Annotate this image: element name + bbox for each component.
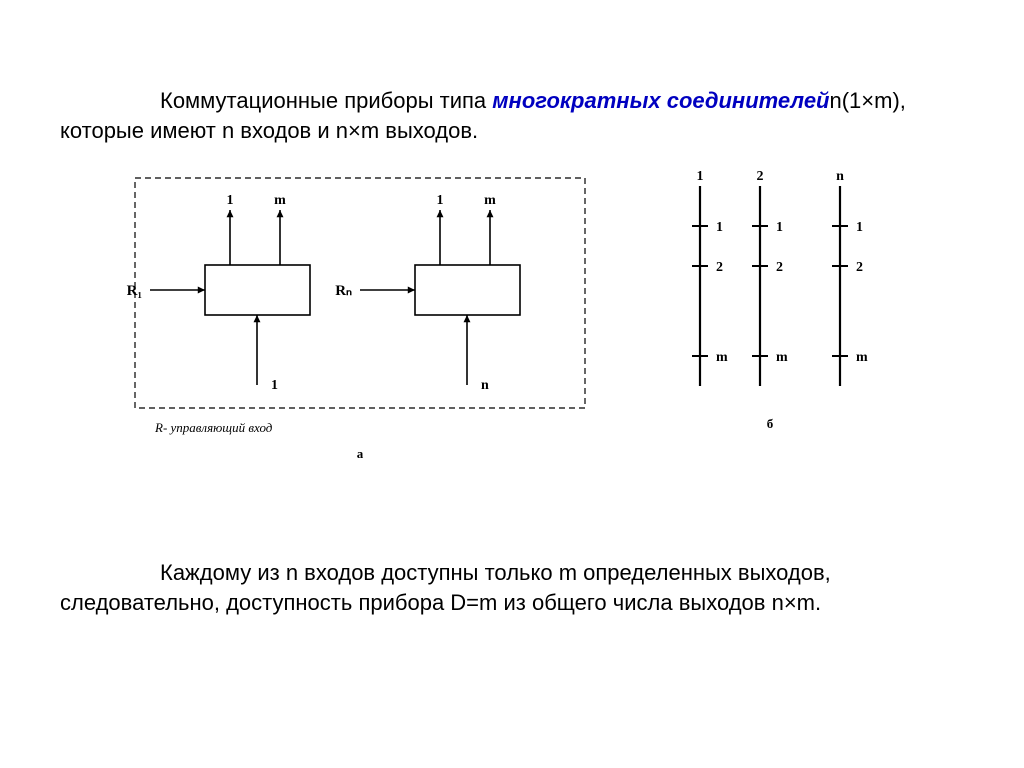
svg-text:б: б xyxy=(767,416,774,431)
svg-text:1: 1 xyxy=(716,220,723,235)
svg-text:1: 1 xyxy=(856,220,863,235)
svg-text:1: 1 xyxy=(697,169,704,184)
body-paragraph: Каждому из n входов доступны только m оп… xyxy=(60,558,970,617)
svg-text:а: а xyxy=(357,446,364,461)
svg-text:1: 1 xyxy=(227,193,234,208)
svg-text:m: m xyxy=(856,350,868,365)
svg-text:2: 2 xyxy=(776,260,783,275)
svg-text:1: 1 xyxy=(271,378,278,393)
svg-text:2: 2 xyxy=(716,260,723,275)
svg-text:m: m xyxy=(274,193,286,208)
svg-text:1: 1 xyxy=(776,220,783,235)
svg-text:R- управляющий вход: R- управляющий вход xyxy=(154,420,273,435)
svg-text:n: n xyxy=(836,169,844,184)
svg-text:m: m xyxy=(484,193,496,208)
body-text: Каждому из n входов доступны только m оп… xyxy=(60,560,831,615)
svg-text:2: 2 xyxy=(856,260,863,275)
svg-text:m: m xyxy=(776,350,788,365)
svg-text:2: 2 xyxy=(757,169,764,184)
svg-text:n: n xyxy=(481,378,489,393)
diagram: R₁ 1 m 1 Rₙ 1 m n R- управляющий вход а 1 1 2 m 2 1 2 m n 1… xyxy=(0,0,1024,768)
svg-text:1: 1 xyxy=(437,193,444,208)
svg-text:Rₙ: Rₙ xyxy=(335,283,352,299)
svg-text:R₁: R₁ xyxy=(127,283,142,299)
svg-text:m: m xyxy=(716,350,728,365)
